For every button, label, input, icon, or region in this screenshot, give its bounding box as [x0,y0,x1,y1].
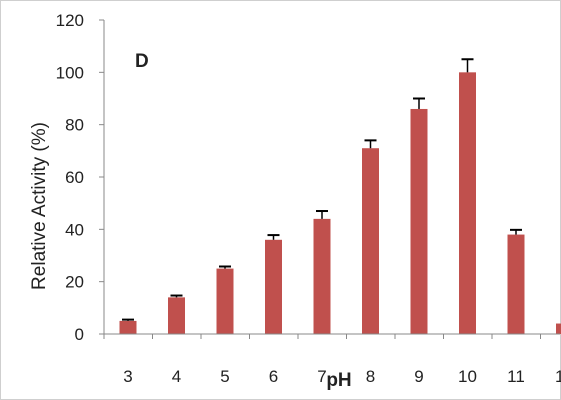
x-tick-label: 11 [507,367,525,386]
bar [556,323,561,334]
x-tick-label: 8 [366,367,375,386]
x-tick-label: 5 [220,367,229,386]
bar [410,108,428,334]
y-ticks-group: 0 20 40 60 80 100 120 [56,11,104,344]
bar [168,297,185,334]
y-tick-label: 0 [75,325,84,344]
x-tick-label: 12 [555,367,561,386]
y-tick-label: 100 [56,63,84,82]
bar [459,72,476,334]
y-tick-label: 40 [65,220,84,239]
bar [216,268,234,334]
x-tick-label: 9 [414,367,423,386]
y-tick-label: 20 [65,273,84,292]
x-tick-label: 7 [317,367,326,386]
x-tick-label: 3 [123,367,132,386]
error-bars-group [122,58,522,321]
bar [265,239,282,334]
bar [119,320,137,334]
x-tick-label: 6 [269,367,278,386]
bars-group [119,72,561,334]
bar [313,218,331,334]
y-tick-label: 60 [65,168,84,187]
x-ticks-group: 3 4 5 6 7 8 9 10 11 12 [103,334,561,386]
y-tick-label: 120 [56,11,84,30]
bar [507,234,525,334]
x-tick-label: 4 [172,367,181,386]
x-axis-label: pH [326,370,351,391]
panel-label: D [135,51,149,72]
y-tick-label: 80 [65,116,84,135]
x-tick-label: 10 [458,367,477,386]
y-axis-label: Relative Activity (%) [29,122,50,290]
bar [362,148,379,334]
